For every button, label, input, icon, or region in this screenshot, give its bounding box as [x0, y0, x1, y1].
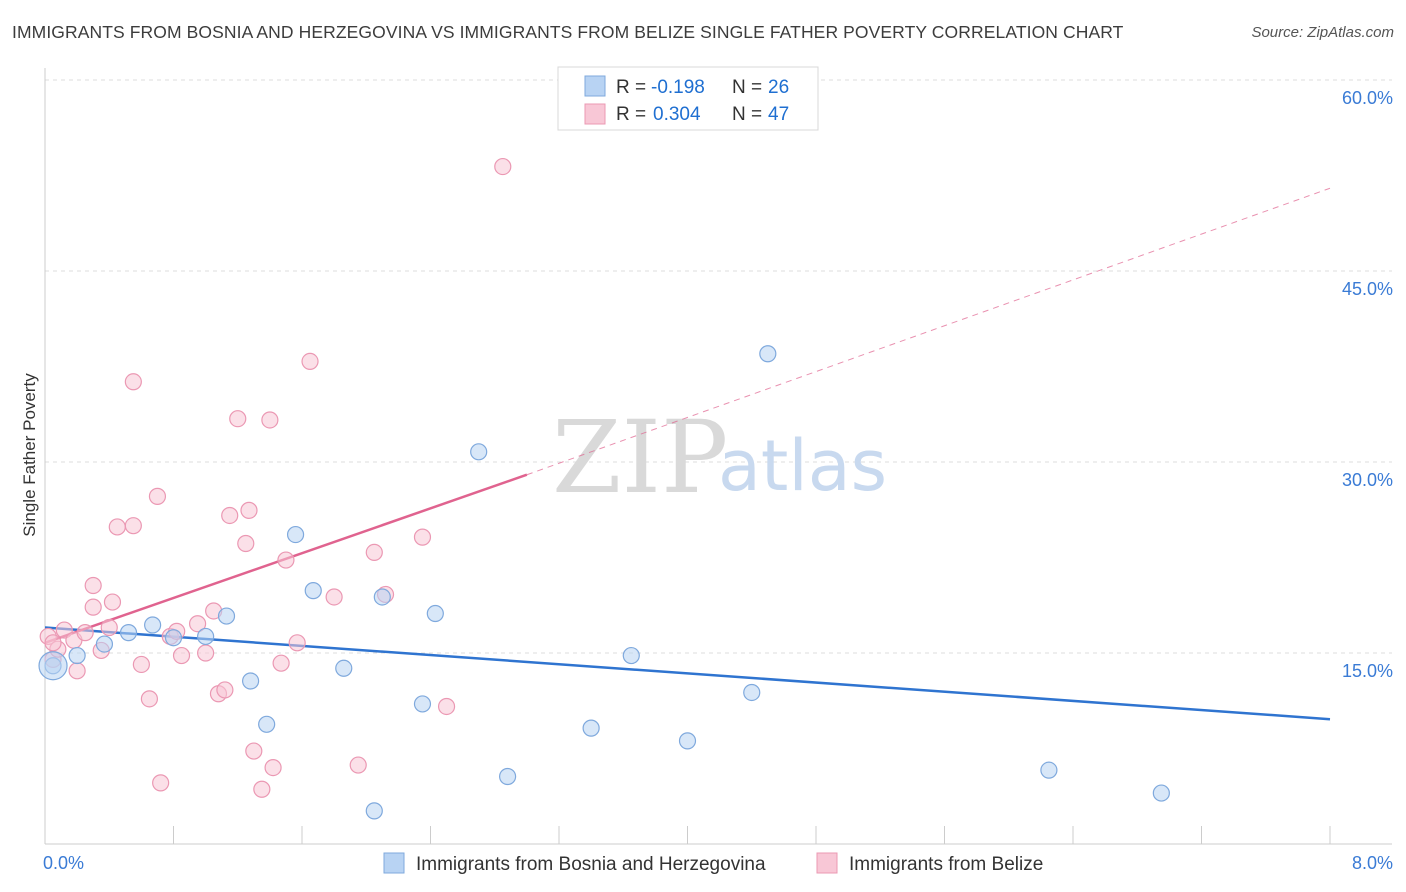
- bosnia-point-22: [743, 683, 761, 702]
- belize-point-15: [140, 690, 159, 708]
- legend-r-label-1: R =: [616, 77, 646, 98]
- watermark-zip: ZIP: [552, 399, 728, 516]
- belize-point-16: [148, 487, 167, 505]
- belize-point-7: [84, 598, 102, 616]
- bosnia-point-4: [144, 616, 162, 634]
- legend-n-value-2: 47: [768, 104, 789, 125]
- bosnia-point-13: [373, 588, 391, 606]
- bosnia-point-21: [678, 732, 697, 750]
- axes: [44, 68, 1392, 845]
- y-tick-label-1: 30.0%: [1342, 470, 1393, 490]
- belize-point-38: [349, 756, 367, 774]
- legend-swatch-blue: [584, 75, 606, 97]
- belize-point-17: [124, 373, 142, 391]
- bosnia-point-16: [470, 443, 488, 461]
- legend-n-value-1: 26: [768, 77, 789, 98]
- bosnia-point-9: [258, 715, 276, 733]
- bosnia-point-2: [95, 635, 114, 653]
- belize-point-42: [437, 697, 456, 716]
- belize-point-28: [237, 534, 255, 553]
- belize-point-41: [413, 528, 432, 546]
- bosnia-point-8: [242, 672, 260, 690]
- bosnia-point-5: [164, 629, 183, 647]
- legend-r-label-2: R =: [616, 104, 646, 125]
- y-axis-label: Single Father Poverty: [20, 373, 39, 537]
- belize-point-25: [216, 681, 234, 699]
- belize-point-9: [100, 618, 118, 637]
- bottom-legend-label-pink: Immigrants from Belize: [849, 854, 1043, 875]
- bosnia-point-11: [304, 582, 322, 600]
- bosnia-point-17: [499, 767, 517, 786]
- x-tick-labels: 0.0% 8.0%: [43, 853, 1393, 873]
- belize-point-12: [108, 518, 126, 536]
- belize-point-5: [68, 662, 86, 680]
- belize-point-21: [188, 615, 207, 633]
- bosnia-cluster-point: [38, 651, 68, 681]
- bosnia-point-20: [622, 646, 640, 665]
- bosnia-point-12: [335, 659, 353, 677]
- belize-point-36: [301, 352, 319, 371]
- source-credit: Source: ZipAtlas.com: [1251, 24, 1394, 41]
- bosnia-point-3: [119, 624, 138, 642]
- y-tick-labels: 15.0% 30.0% 45.0% 60.0%: [1342, 88, 1393, 681]
- bosnia-point-19: [582, 719, 600, 737]
- belize-point-31: [253, 780, 271, 798]
- bottom-legend: Immigrants from Bosnia and Herzegovina I…: [383, 852, 1043, 875]
- legend-r-value-1: -0.198: [651, 77, 705, 98]
- legend-swatch-pink: [584, 103, 606, 125]
- legend-n-label-1: N =: [732, 77, 762, 98]
- belize-point-6: [76, 624, 94, 642]
- belize-point-37: [325, 588, 343, 606]
- belize-point-29: [240, 501, 258, 519]
- bosnia-point-23: [759, 345, 777, 363]
- y-tick-label-3: 60.0%: [1342, 88, 1393, 108]
- legend: R = -0.198 N = 26 R = 0.304 N = 47: [557, 66, 819, 131]
- belize-point-43: [152, 774, 170, 792]
- belize-point-22: [197, 644, 215, 662]
- bosnia-point-6: [197, 627, 215, 646]
- watermark-atlas: atlas: [718, 425, 887, 507]
- legend-r-value-2: 0.304: [653, 104, 701, 125]
- chart-title: IMMIGRANTS FROM BOSNIA AND HERZEGOVINA V…: [12, 22, 1124, 42]
- belize-point-14: [132, 655, 150, 674]
- belize-point-27: [229, 410, 247, 428]
- data-points: [38, 157, 1170, 820]
- belize-point-13: [124, 517, 142, 535]
- belize-point-44: [264, 758, 282, 777]
- belize-point-34: [277, 551, 295, 569]
- belize-point-10: [103, 593, 122, 611]
- trend-line-belize-extension: [526, 187, 1331, 476]
- watermark: ZIP atlas: [552, 399, 887, 516]
- bosnia-point-24: [1040, 761, 1058, 779]
- x-tick-label-1: 8.0%: [1352, 853, 1393, 873]
- bosnia-point-7: [217, 607, 236, 625]
- belize-point-26: [221, 506, 239, 525]
- bosnia-point-15: [426, 604, 444, 623]
- belize-point-35: [288, 634, 306, 652]
- bottom-legend-swatch-pink: [816, 852, 838, 874]
- belize-point-46: [44, 634, 62, 652]
- bosnia-point-18: [365, 802, 383, 820]
- trend-line-bosnia: [44, 626, 1331, 721]
- bosnia-point-10: [286, 525, 305, 544]
- bottom-legend-label-blue: Immigrants from Bosnia and Herzegovina: [416, 854, 766, 875]
- belize-point-11: [84, 576, 102, 595]
- x-tick-label-0: 0.0%: [43, 853, 84, 873]
- belize-point-20: [172, 646, 191, 665]
- bottom-legend-swatch-blue: [383, 852, 405, 874]
- grid-lines: [45, 79, 1392, 654]
- y-tick-label-2: 45.0%: [1342, 279, 1393, 299]
- bosnia-point-14: [413, 695, 432, 713]
- belize-point-32: [261, 411, 279, 429]
- belize-point-33: [272, 654, 290, 672]
- legend-n-label-2: N =: [732, 104, 762, 125]
- belize-point-45: [494, 157, 512, 176]
- bosnia-point-1: [68, 646, 86, 665]
- y-tick-label-0: 15.0%: [1342, 661, 1393, 681]
- bosnia-point-25: [1152, 784, 1170, 802]
- belize-point-39: [365, 543, 383, 562]
- belize-point-30: [245, 742, 263, 760]
